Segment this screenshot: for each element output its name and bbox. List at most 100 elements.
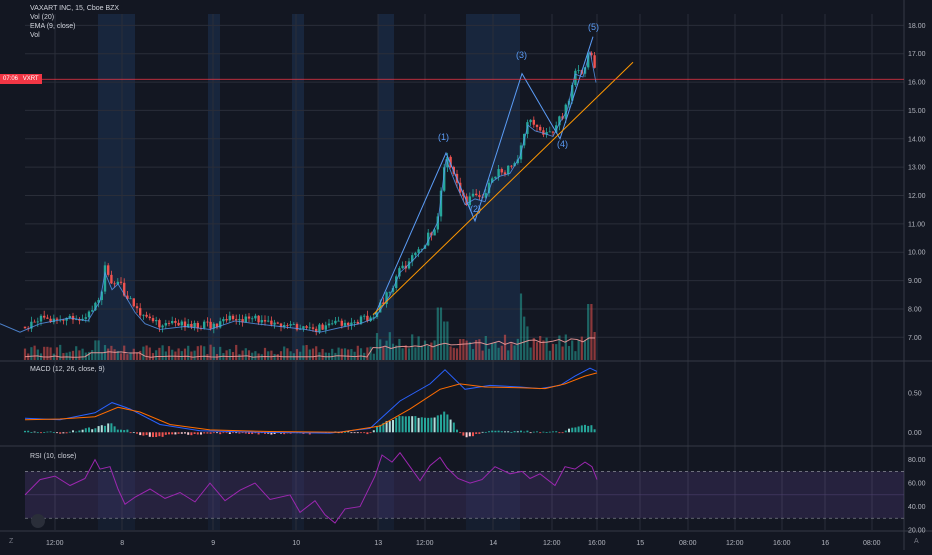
- macd-histogram-bar: [404, 416, 407, 433]
- volume-bar: [478, 339, 481, 360]
- macd-label[interactable]: MACD (12, 26, close, 9): [30, 366, 105, 373]
- rsi-label[interactable]: RSI (10, close): [30, 453, 77, 460]
- volume-bar: [507, 350, 510, 360]
- macd-histogram-bar: [222, 432, 225, 434]
- indicator-vol20[interactable]: Vol (20): [30, 14, 55, 21]
- macd-histogram-bar: [184, 432, 186, 434]
- indicator-ema[interactable]: EMA (9, close): [30, 23, 76, 30]
- volume-bar: [254, 351, 257, 360]
- macd-histogram-bar: [516, 431, 519, 433]
- macd-histogram-bar: [148, 432, 151, 437]
- candle: [263, 320, 267, 322]
- macd-histogram-bar: [180, 432, 183, 434]
- auto-scale-button[interactable]: A: [914, 538, 919, 545]
- volume-bar: [49, 347, 52, 360]
- volume-bar: [78, 350, 81, 360]
- volume-bar: [139, 350, 142, 360]
- candle: [260, 320, 263, 323]
- macd-histogram-bar: [340, 432, 343, 434]
- timezone-button[interactable]: Z: [9, 538, 14, 545]
- macd-histogram-bar: [203, 432, 206, 434]
- macd-histogram-bar: [94, 428, 97, 433]
- macd-histogram-bar: [356, 432, 359, 434]
- macd-histogram-bar: [116, 429, 119, 433]
- macd-histogram-bar: [472, 432, 474, 437]
- candle: [574, 70, 577, 86]
- macd-histogram-bar: [110, 423, 113, 433]
- macd-histogram-bar: [577, 426, 580, 433]
- volume-bar: [158, 347, 161, 360]
- candle: [145, 314, 148, 317]
- volume-bar: [561, 346, 564, 360]
- candle: [558, 116, 561, 126]
- macd-histogram-bar: [52, 432, 55, 434]
- volume-bar: [209, 344, 212, 360]
- candle: [94, 302, 97, 311]
- volume-bar: [212, 346, 215, 360]
- macd-histogram-bar: [72, 430, 74, 433]
- volume-bar: [196, 346, 199, 360]
- rsi-line: [24, 451, 598, 524]
- volume-bar: [145, 345, 148, 360]
- volume-bar: [55, 347, 59, 360]
- volume-bar: [267, 351, 270, 360]
- macd-histogram-bar: [587, 425, 590, 433]
- macd-histogram-bar: [564, 430, 567, 433]
- candle: [548, 131, 551, 133]
- candle: [555, 125, 558, 133]
- volume-bar: [116, 350, 119, 360]
- volume-bar: [299, 351, 302, 360]
- rsi-tick-label: 60.00: [908, 481, 926, 488]
- candle: [123, 282, 126, 296]
- volume-bar: [430, 342, 433, 360]
- candle: [52, 318, 55, 323]
- macd-histogram-bar: [504, 431, 506, 433]
- macd-histogram-bar: [526, 430, 529, 433]
- macd-histogram-bar: [555, 431, 558, 433]
- volume-bar: [551, 343, 555, 360]
- candle: [97, 300, 100, 303]
- candle: [206, 321, 209, 323]
- candle: [292, 324, 295, 325]
- volume-bar: [359, 348, 363, 360]
- volume-bar: [500, 345, 503, 360]
- candle: [49, 318, 52, 323]
- macd-histogram-bar: [353, 432, 356, 434]
- candle: [158, 320, 161, 328]
- volume-bar: [427, 345, 430, 360]
- volume-bar: [321, 348, 324, 360]
- candle: [219, 321, 222, 328]
- volume-bar: [23, 348, 27, 360]
- volume-bar: [305, 345, 308, 360]
- candle: [331, 323, 334, 325]
- macd-histogram-bar: [91, 429, 94, 433]
- candle: [228, 315, 231, 321]
- volume-bar: [455, 348, 459, 360]
- volume-bar: [193, 350, 196, 360]
- volume-bar: [590, 304, 593, 360]
- candle: [129, 298, 132, 300]
- rsi-tick-label: 80.00: [908, 457, 926, 464]
- candle: [241, 319, 244, 323]
- candle: [183, 321, 187, 328]
- candle: [46, 317, 49, 319]
- volume-bar: [564, 334, 567, 360]
- macd-histogram-bar: [97, 426, 100, 433]
- indicator-vol[interactable]: Vol: [30, 32, 40, 39]
- macd-histogram-bar: [459, 432, 462, 434]
- rsi-tick-label: 40.00: [908, 504, 926, 511]
- macd-histogram-bar: [443, 411, 446, 433]
- candle: [23, 326, 27, 329]
- volume-bar: [244, 348, 247, 360]
- macd-histogram-bar: [142, 432, 145, 436]
- candle: [388, 291, 391, 293]
- candle: [177, 322, 180, 326]
- volume-bar: [36, 349, 39, 360]
- macd-histogram-bar: [235, 432, 238, 434]
- macd-histogram-bar: [590, 425, 593, 433]
- symbol-title[interactable]: VAXART INC, 15, Cboe BZX: [30, 5, 120, 12]
- volume-bar: [567, 346, 571, 360]
- candle: [459, 182, 462, 193]
